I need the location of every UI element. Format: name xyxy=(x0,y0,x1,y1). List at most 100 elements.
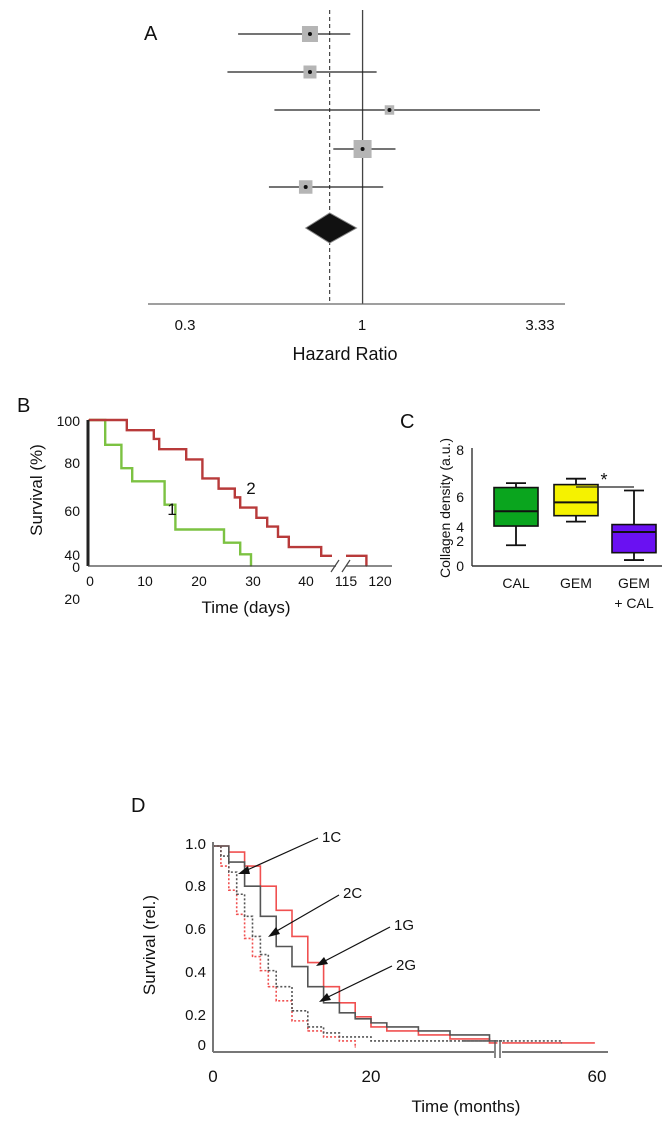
panel-c-xtick-gem: GEM xyxy=(560,575,592,591)
panel-b-marks xyxy=(88,418,368,567)
survival-step-point-1G xyxy=(386,1030,388,1032)
survival-curve-1G xyxy=(213,845,595,1044)
survival-step-point-1 xyxy=(239,553,241,556)
panel-d-xlabel: Time (months) xyxy=(412,1097,521,1116)
pooled-diamond xyxy=(304,212,358,244)
panel-b-series-label-2: 2 xyxy=(246,479,255,498)
study-point xyxy=(307,32,312,36)
survival-step-point-2C xyxy=(236,893,238,895)
survival-step-point-2 xyxy=(277,536,279,538)
survival-step-point-1G xyxy=(417,1034,420,1036)
study-point xyxy=(307,70,312,74)
survival-step-point-2C xyxy=(461,1040,464,1042)
panel-d-xtick-60: 60 xyxy=(588,1067,607,1086)
survival-step-point-1 xyxy=(185,528,187,531)
survival-step-point-1G xyxy=(488,1042,491,1044)
survival-step-point-1 xyxy=(120,467,123,469)
survival-step-point-1C xyxy=(267,986,269,988)
panel-b-xtick: 40 xyxy=(298,573,314,589)
panel-d-ytick: 0 xyxy=(198,1037,206,1054)
survival-step-point-1G xyxy=(593,1042,596,1044)
survival-step-point-1 xyxy=(223,541,225,544)
survival-step-point-2G xyxy=(386,1026,388,1028)
panel-b-xtick: 20 xyxy=(191,573,207,589)
survival-step-point-2 xyxy=(185,458,187,461)
survival-step-point-2C xyxy=(338,1036,341,1038)
panel-b-label: B xyxy=(17,395,30,417)
panel-d-xtick-20: 20 xyxy=(362,1067,381,1086)
survival-step-point-2G xyxy=(307,986,309,988)
survival-step-point-1G xyxy=(370,1026,372,1028)
panel-c-marks xyxy=(493,477,657,561)
survival-step-point-2G xyxy=(370,1022,372,1024)
panel-d-label: D xyxy=(131,795,145,817)
panel-c-xtick-gemcal-1: GEM xyxy=(618,575,650,591)
panel-a-label: A xyxy=(144,23,158,45)
study-point xyxy=(360,147,365,151)
survival-step-point-1C xyxy=(243,937,246,940)
panel-d-annotations: 1C 2C 1G 2G xyxy=(238,829,416,1002)
survival-step-point-2 xyxy=(288,546,290,548)
annotation-label-2g: 2G xyxy=(396,957,416,974)
annotation-label-2c: 2C xyxy=(343,885,362,902)
survival-step-point-2C xyxy=(251,935,254,938)
panel-c-ylabel: Collagen density (a.u.) xyxy=(437,438,453,578)
survival-curve-2 xyxy=(89,418,368,566)
panel-c-xtick-cal: CAL xyxy=(502,575,529,591)
survival-step-point-2C xyxy=(220,855,222,857)
survival-step-point-2 xyxy=(126,429,128,432)
panel-d-ytick: 0.4 xyxy=(185,964,206,981)
box-GEM xyxy=(553,483,599,517)
panel-b-ytick: 100 xyxy=(57,413,81,429)
survival-step-point-1G xyxy=(291,935,293,938)
survival-step-point-1C xyxy=(291,1020,293,1022)
survival-step-point-2G xyxy=(259,915,262,918)
survival-step-point-1C xyxy=(251,955,254,958)
survival-step-point-1 xyxy=(174,528,177,531)
survival-step-point-1C xyxy=(307,1030,309,1032)
survival-step-point-1 xyxy=(104,444,106,446)
annotation-arrowhead-2c xyxy=(268,927,280,937)
panel-a-tick-1: 1 xyxy=(358,317,366,334)
survival-step-point-2C xyxy=(449,1040,451,1042)
survival-step-point-2G xyxy=(275,945,277,948)
survival-step-point-2 xyxy=(234,496,236,499)
survival-step-point-1 xyxy=(131,480,133,483)
panel-c: C 8 6 4 2 0 Collagen density (a.u.) CAL … xyxy=(400,411,662,611)
panel-b-ytick: 20 xyxy=(64,591,80,607)
annotation-arrowhead-1g xyxy=(316,957,328,966)
survival-step-point-2G xyxy=(338,1012,341,1014)
survival-curve-2G xyxy=(213,845,491,1041)
panel-c-ytick: 8 xyxy=(456,442,464,458)
study-point xyxy=(387,108,392,112)
survival-step-point-2 xyxy=(158,448,160,451)
survival-step-point-2G xyxy=(291,965,293,968)
panel-c-significance-star: * xyxy=(600,470,607,490)
survival-step-point-2G xyxy=(322,1002,325,1004)
panel-c-xtick-gemcal-2: + CAL xyxy=(614,595,654,611)
survival-step-point-2C xyxy=(370,1040,372,1042)
panel-b-series-label-1: 1 xyxy=(167,500,176,519)
panel-a-tick-3.33: 3.33 xyxy=(525,317,554,334)
annotation-label-1g: 1G xyxy=(394,917,414,934)
survival-step-point-2C xyxy=(560,1042,563,1044)
survival-step-point-1C xyxy=(228,889,230,891)
panel-b-ytick: 0 xyxy=(72,559,80,575)
survival-step-point-2C xyxy=(267,969,269,972)
survival-step-point-2C xyxy=(291,1010,293,1012)
survival-step-point-1C xyxy=(259,969,262,972)
survival-step-point-1G xyxy=(307,961,309,964)
panel-a-xlabel: Hazard Ratio xyxy=(292,344,397,364)
panel-c-label: C xyxy=(400,411,414,433)
panel-c-ytick: 4 xyxy=(456,519,464,535)
panel-d-ytick: 0.2 xyxy=(185,1007,206,1024)
panel-d-ytick: 0.6 xyxy=(185,921,206,938)
survival-step-point-2C xyxy=(307,1026,309,1028)
panel-b: B 100 80 60 40 20 0 0 10 20 30 40 115 12… xyxy=(17,395,392,617)
survival-step-point-1G xyxy=(449,1038,451,1040)
survival-step-point-2 xyxy=(266,525,269,528)
annotation-arrowhead-1c xyxy=(238,866,250,874)
survival-step-point-2C xyxy=(322,1032,325,1034)
box-CAL xyxy=(493,486,539,527)
panel-a-marks xyxy=(227,10,540,304)
